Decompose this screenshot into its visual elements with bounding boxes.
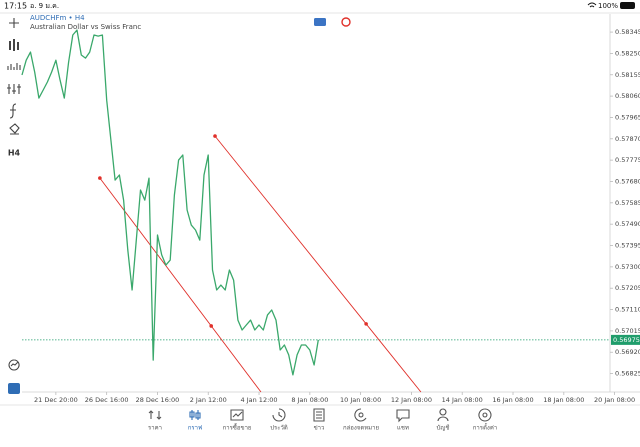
y-tick-label: 0.57585: [615, 199, 640, 207]
nav-label: กราฟ: [188, 425, 202, 432]
nav-icon: [148, 410, 162, 420]
chart-type-tool[interactable]: [9, 39, 19, 51]
trendline-anchor[interactable]: [364, 322, 368, 326]
trade-tool[interactable]: [8, 383, 20, 394]
trendline-anchor[interactable]: [209, 324, 214, 328]
plot: 0.58345 0.58250 0.58155 0.58060 0.57965 0.578…: [21, 28, 640, 404]
nav-item[interactable]: กราฟ: [188, 410, 202, 432]
y-tick-label: 0.58345: [615, 28, 640, 36]
current-price-label: 0.56975: [613, 336, 640, 344]
left-toolbar: [7, 18, 21, 394]
y-tick-label: 0.57300: [615, 263, 640, 271]
x-tick-label: 4 Jan 12:00: [241, 396, 278, 404]
nav-icon: [478, 408, 492, 422]
price-line: [21, 29, 319, 376]
indicator-tool[interactable]: [9, 103, 17, 119]
battery-icon: [620, 2, 635, 9]
nav-icon: [354, 408, 367, 422]
wifi-icon: [587, 2, 597, 8]
current-price-box: [611, 334, 640, 345]
y-tick-label: 0.57870: [615, 135, 640, 143]
trendline: [99, 177, 262, 393]
y-tick-label: 0.57110: [615, 306, 640, 314]
nav-label: บัญชี: [437, 424, 450, 432]
nav-label: กล่องจดหมาย: [343, 425, 379, 432]
x-tick-label: 21 Dec 20:00: [34, 396, 78, 404]
y-tick-label: 0.57395: [615, 242, 640, 250]
chart-subtitle: Australian Dollar vs Swiss Franc: [30, 23, 141, 31]
timeframe-button[interactable]: H4: [8, 149, 21, 158]
trendline-anchor[interactable]: [213, 134, 217, 138]
y-tick-label: 0.57680: [615, 177, 640, 185]
y-tick-label: 0.57015: [615, 327, 640, 335]
nav-icon: [189, 410, 201, 420]
x-tick-label: 18 Jan 08:00: [543, 396, 584, 404]
nav-item[interactable]: การซื้อขาย: [223, 409, 252, 432]
x-tick-label: 20 Jan 08:00: [594, 396, 635, 404]
sync-icon[interactable]: [341, 17, 351, 27]
trendline: [214, 135, 422, 393]
one-click-icon[interactable]: [314, 18, 326, 26]
status-time: 17:15: [4, 2, 27, 11]
nav-label: ประวัติ: [270, 425, 288, 432]
y-tick-label: 0.58155: [615, 71, 640, 79]
y-tick-label: 0.56920: [615, 348, 640, 356]
chart-title: AUDCHFm • H4: [30, 14, 85, 22]
nav-icon: [396, 409, 410, 423]
nav-item[interactable]: แชท: [396, 409, 410, 432]
analytics-tool[interactable]: [8, 359, 20, 371]
status-battery: 100%: [598, 2, 618, 10]
y-tick-label: 0.57490: [615, 220, 640, 228]
y-tick-label: 0.57775: [615, 156, 640, 164]
nav-icon: [437, 408, 449, 422]
nav-icon: [230, 409, 244, 421]
x-tick-label: 28 Dec 16:00: [136, 396, 180, 404]
nav-item[interactable]: การตั้งค่า: [473, 408, 497, 432]
status-date: อ. 9 ม.ค.: [30, 2, 59, 10]
nav-icon: [272, 408, 286, 422]
settings-tool[interactable]: [7, 84, 21, 94]
nav-label: การซื้อขาย: [223, 422, 252, 432]
y-tick-label: 0.57205: [615, 284, 640, 292]
nav-label: ข่าว: [314, 425, 325, 432]
x-tick-label: 8 Jan 08:00: [291, 396, 328, 404]
nav-item[interactable]: ข่าว: [313, 408, 325, 432]
x-tick-label: 26 Dec 16:00: [85, 396, 129, 404]
nav-label: ราคา: [148, 425, 162, 432]
nav-item[interactable]: กล่องจดหมาย: [343, 408, 379, 432]
x-tick-label: 16 Jan 08:00: [492, 396, 533, 404]
x-tick-label: 2 Jan 12:00: [190, 396, 227, 404]
nav-label: แชท: [397, 425, 409, 432]
nav-icon: [313, 408, 325, 422]
volume-tool[interactable]: [7, 63, 21, 70]
y-tick-label: 0.58060: [615, 92, 640, 100]
object-tool[interactable]: [9, 123, 20, 135]
y-tick-label: 0.56825: [615, 370, 640, 378]
x-tick-label: 14 Jan 08:00: [442, 396, 483, 404]
nav-item[interactable]: ประวัติ: [270, 408, 288, 432]
bottom-nav: ราคา กราฟ การซื้อขาย ประวัติ ข่าว กล่องจดหมาย…: [148, 408, 497, 432]
y-tick-label: 0.58250: [615, 49, 640, 57]
x-tick-label: 10 Jan 08:00: [340, 396, 381, 404]
x-tick-label: 12 Jan 08:00: [391, 396, 432, 404]
nav-label: การตั้งค่า: [473, 422, 497, 432]
trendline-anchor[interactable]: [98, 176, 102, 180]
nav-item[interactable]: บัญชี: [437, 408, 450, 432]
crosshair-tool[interactable]: [9, 18, 19, 28]
y-tick-label: 0.57965: [615, 113, 640, 121]
nav-item[interactable]: ราคา: [148, 410, 162, 432]
